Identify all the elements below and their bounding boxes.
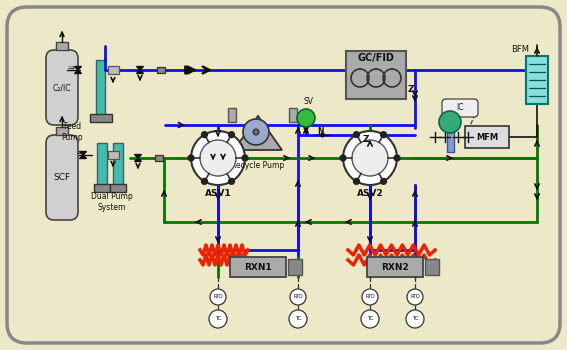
FancyBboxPatch shape [442,99,478,117]
Circle shape [229,132,234,138]
Circle shape [253,129,259,135]
FancyBboxPatch shape [230,257,286,277]
Circle shape [200,140,236,176]
Text: RTD: RTD [410,294,420,300]
FancyBboxPatch shape [288,259,302,275]
Text: RXN1: RXN1 [244,262,272,272]
FancyBboxPatch shape [90,114,112,122]
Text: Z: Z [408,85,414,94]
FancyBboxPatch shape [108,66,119,74]
Text: Z: Z [363,135,369,145]
Text: RXN2: RXN2 [381,262,409,272]
Text: Recycle Pump: Recycle Pump [231,161,285,169]
Circle shape [289,310,307,328]
Circle shape [354,132,359,138]
Circle shape [202,132,208,138]
FancyBboxPatch shape [526,56,548,104]
Text: Feed
Pump: Feed Pump [61,122,83,142]
Polygon shape [79,152,87,155]
FancyBboxPatch shape [108,151,119,159]
FancyBboxPatch shape [346,51,406,99]
Text: RTD: RTD [365,294,375,300]
FancyBboxPatch shape [447,126,454,152]
FancyBboxPatch shape [157,67,165,73]
Text: ASV1: ASV1 [205,189,231,198]
Circle shape [406,310,424,328]
Circle shape [242,155,248,161]
FancyBboxPatch shape [425,259,439,275]
Circle shape [210,289,226,305]
Text: SV: SV [303,98,313,106]
Circle shape [407,289,423,305]
Circle shape [188,155,194,161]
FancyBboxPatch shape [7,7,560,343]
Circle shape [394,155,400,161]
FancyBboxPatch shape [110,184,126,192]
Text: RTD: RTD [293,294,303,300]
Polygon shape [74,66,82,70]
Circle shape [439,111,461,133]
FancyBboxPatch shape [56,127,68,135]
Circle shape [362,289,378,305]
FancyBboxPatch shape [97,143,107,185]
Circle shape [229,178,234,184]
FancyBboxPatch shape [465,126,509,148]
FancyBboxPatch shape [46,135,78,220]
Text: SCF: SCF [53,174,70,182]
FancyBboxPatch shape [367,257,423,277]
Circle shape [380,132,386,138]
Text: ASV2: ASV2 [357,189,383,198]
FancyBboxPatch shape [113,143,123,185]
Circle shape [354,178,359,184]
Circle shape [352,140,388,176]
Polygon shape [79,155,87,159]
Text: RTD: RTD [213,294,223,300]
Circle shape [290,289,306,305]
Circle shape [361,310,379,328]
Circle shape [380,178,386,184]
FancyBboxPatch shape [289,108,297,122]
Text: TC: TC [295,316,301,322]
Circle shape [191,131,245,185]
Circle shape [202,178,208,184]
Text: BFM: BFM [511,46,529,55]
Polygon shape [74,70,82,74]
Circle shape [243,119,269,145]
Polygon shape [137,70,143,74]
Text: ⇒: ⇒ [67,63,74,71]
Text: N: N [317,126,323,135]
Polygon shape [234,116,282,150]
Polygon shape [134,154,142,158]
Text: Dual Pump
System: Dual Pump System [91,192,133,212]
FancyBboxPatch shape [155,155,163,161]
Circle shape [343,131,397,185]
Polygon shape [134,158,142,161]
Text: IC: IC [456,104,464,112]
FancyBboxPatch shape [46,50,78,125]
Text: ⇒: ⇒ [77,147,83,156]
FancyBboxPatch shape [94,184,110,192]
Text: C₂/IC: C₂/IC [53,84,71,92]
Text: TC: TC [215,316,221,322]
Circle shape [209,310,227,328]
FancyBboxPatch shape [96,60,105,115]
Text: TC: TC [412,316,418,322]
Circle shape [340,155,346,161]
FancyBboxPatch shape [56,42,68,50]
FancyBboxPatch shape [228,108,236,122]
Circle shape [297,109,315,127]
Text: MFM: MFM [476,133,498,141]
Text: GC/FID: GC/FID [358,53,395,63]
Polygon shape [137,66,143,70]
Text: TC: TC [367,316,373,322]
